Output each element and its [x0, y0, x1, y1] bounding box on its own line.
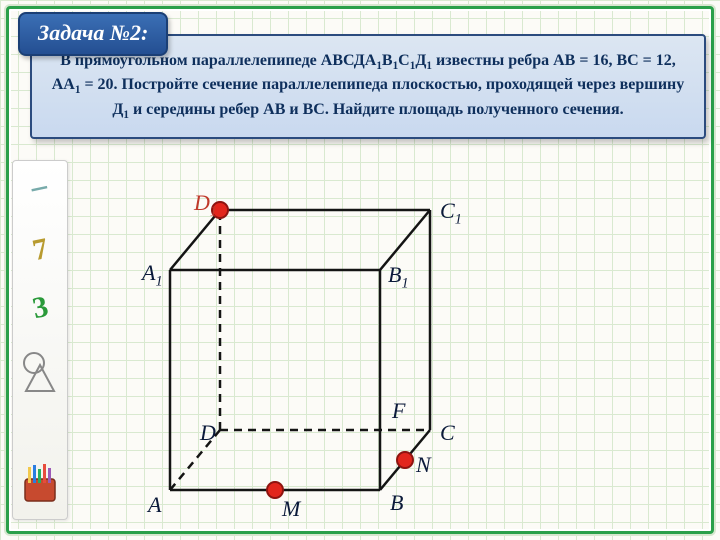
- label-A: A: [148, 492, 161, 518]
- label-B1: B1: [388, 262, 409, 292]
- label-F: F: [392, 398, 405, 424]
- sidebar-minus: −: [27, 169, 54, 210]
- label-D: D: [200, 420, 216, 446]
- edge-B1-C1: [380, 210, 430, 270]
- task-title-tab: Задача №2:: [18, 12, 168, 56]
- sidebar-geometry-icon: [20, 349, 60, 399]
- sidebar-seven: 7: [29, 232, 51, 268]
- label-C1: C1: [440, 198, 462, 228]
- task-title: Задача №2:: [38, 20, 148, 45]
- sidebar-three: 3: [29, 290, 51, 326]
- label-D1: D1: [194, 190, 217, 220]
- point-M: [267, 482, 283, 498]
- label-A1: A1: [142, 260, 163, 290]
- point-N: [397, 452, 413, 468]
- label-B: B: [390, 490, 403, 516]
- problem-text: В прямоугольном параллелепипеде АВСДА1В1…: [48, 50, 688, 123]
- label-M: M: [282, 496, 300, 522]
- label-C: C: [440, 420, 455, 446]
- sidebar-cup-icon: [17, 459, 63, 513]
- label-N: N: [416, 452, 431, 478]
- sidebar: − 7 3: [12, 160, 68, 520]
- cube-figure: A B C D A1 B1 C1 D1 M N F: [100, 170, 500, 530]
